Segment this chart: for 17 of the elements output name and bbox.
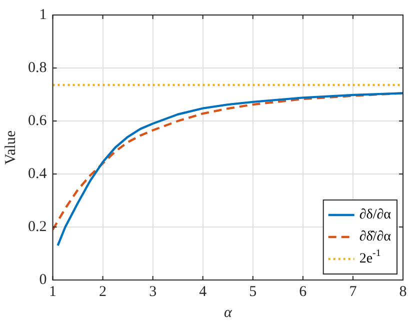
x-tick-label: 7	[349, 284, 358, 300]
x-tick-label: 6	[299, 284, 308, 300]
y-tick-label: 0.6	[28, 112, 48, 129]
legend-label: ∂δ̂/∂α	[359, 230, 392, 245]
y-tick-label: 0.8	[28, 60, 47, 76]
y-tick-label: 0.4	[28, 166, 48, 182]
x-tick-label: 5	[249, 284, 257, 300]
x-tick-label: 3	[149, 284, 157, 300]
y-tick-label: 0.2	[28, 218, 47, 235]
x-axis-title: α	[224, 304, 233, 321]
x-tick-label: 4	[199, 284, 208, 300]
legend-label: ∂δ/∂α	[359, 208, 392, 223]
x-tick-label: 8	[399, 284, 407, 300]
y-tick-label: 0	[39, 272, 47, 288]
y-axis-title: Value	[2, 130, 19, 165]
y-tick-label: 1	[39, 6, 47, 23]
x-tick-label: 2	[99, 284, 107, 300]
